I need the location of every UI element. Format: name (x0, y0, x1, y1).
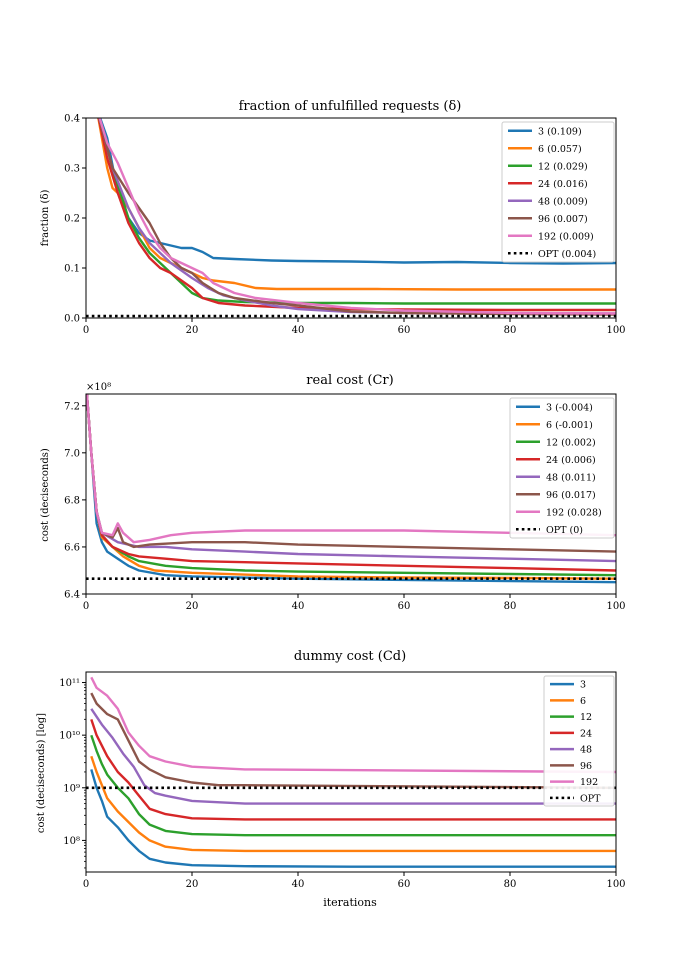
legend-label: 192 (0.009) (538, 231, 594, 242)
legend-label: 192 (0.028) (546, 507, 602, 518)
series-line (90, 734, 616, 837)
legend-label: 48 (580, 745, 592, 756)
legend: 3 (0.109) 6 (0.057) 12 (0.029) 24 (0.016) 48… (501, 121, 615, 263)
series-line (86, 394, 616, 544)
y-tick-label: 0.0 (64, 314, 80, 325)
x-tick-label: 20 (186, 325, 199, 336)
plot-area: 0 20 40 60 80 100 10⁸ 10⁹ 10¹⁰ 10¹¹ (59, 671, 626, 890)
y-axis-label: cost (deciseconds) [log] (36, 713, 47, 833)
y-tick-label: 7.0 (64, 448, 80, 459)
x-tick-label: 100 (606, 601, 625, 612)
legend-box (501, 121, 615, 263)
legend-label: 24 (0.016) (538, 179, 588, 190)
x-tick-label: 60 (398, 601, 411, 612)
series-line (90, 676, 616, 774)
y-tick-label: 10⁹ (63, 783, 80, 794)
legend-label: 96 (0.017) (546, 490, 596, 501)
series-line (98, 118, 616, 316)
legend: 3 (-0.004) 6 (-0.001) 12 (0.002) 24 (0.006)… (509, 397, 615, 539)
legend-label: 6 (580, 696, 586, 707)
legend-label: 12 (0.002) (546, 437, 596, 448)
series-line (90, 692, 616, 789)
x-tick-label: 100 (606, 879, 625, 890)
chart-panel-fraction: fraction of unfulfilled requests (δ) fra… (40, 99, 626, 336)
legend-label: 24 (0.006) (546, 455, 596, 466)
series-line (90, 708, 616, 805)
y-axis-label: fraction (δ) (40, 190, 51, 247)
x-tick-label: 20 (186, 601, 199, 612)
legend-label: 6 (-0.001) (546, 420, 593, 431)
y-axis-label: cost (deciseconds) (40, 448, 51, 542)
y-tick-label: 0.3 (64, 164, 80, 175)
x-tick-label: 80 (504, 879, 517, 890)
chart-title: dummy cost (Cd) (294, 649, 406, 664)
x-tick-label: 80 (504, 601, 517, 612)
x-tick-label: 40 (292, 601, 305, 612)
plot-area: 0 20 40 60 80 100 6.4 6.6 6.8 7.0 7.2 (64, 393, 626, 612)
legend-label: OPT (580, 793, 601, 804)
x-tick-label: 60 (398, 325, 411, 336)
x-tick-label: 0 (83, 325, 89, 336)
y-tick-label: 10⁸ (63, 836, 80, 847)
x-tick-label: 0 (83, 879, 89, 890)
x-tick-label: 60 (398, 879, 411, 890)
y-tick-label: 0.2 (64, 214, 80, 225)
legend-box (543, 675, 615, 807)
series-line (90, 769, 616, 868)
x-tick-label: 100 (606, 325, 625, 336)
legend-label: 96 (0.007) (538, 214, 588, 225)
legend-label: 3 (-0.004) (546, 402, 593, 413)
legend-label: 48 (0.011) (546, 472, 596, 483)
x-tick-label: 40 (292, 325, 305, 336)
legend-label: 3 (580, 680, 586, 691)
series-line (86, 394, 616, 584)
y-tick-label: 10¹⁰ (59, 731, 80, 742)
legend: 3 6 12 24 48 96 192 OPT (543, 675, 615, 807)
legend-label: OPT (0.004) (538, 249, 596, 260)
legend-label: OPT (0) (546, 525, 583, 536)
chart-panel-dummy-cost: dummy cost (Cd) cost (deciseconds) [log]… (36, 649, 626, 909)
legend-label: 3 (0.109) (538, 126, 582, 137)
series-line (90, 755, 616, 853)
chart-title: real cost (Cr) (306, 373, 393, 388)
axes-frame (85, 393, 617, 595)
axis-multiplier: ×10⁸ (86, 382, 111, 393)
legend-label: 48 (0.009) (538, 196, 588, 207)
chart-panel-real-cost: real cost (Cr) ×10⁸ cost (deciseconds) 0… (40, 373, 626, 612)
legend-label: 6 (0.057) (538, 144, 582, 155)
legend-box (509, 397, 615, 539)
legend-label: 96 (580, 761, 592, 772)
chart-title: fraction of unfulfilled requests (δ) (239, 99, 462, 114)
x-tick-label: 40 (292, 879, 305, 890)
x-tick-label: 20 (186, 879, 199, 890)
y-tick-label: 6.6 (64, 542, 80, 553)
y-tick-label: 7.2 (64, 401, 80, 412)
x-tick-label: 0 (83, 601, 89, 612)
legend-label: 24 (580, 728, 592, 739)
series-line (98, 118, 616, 305)
legend-label: 12 (0.029) (538, 161, 588, 172)
legend-label: 192 (580, 777, 598, 788)
x-axis-label: iterations (323, 896, 377, 909)
y-tick-label: 6.4 (64, 590, 80, 601)
y-tick-label: 6.8 (64, 495, 80, 506)
series-line (98, 118, 616, 315)
plot-area: 0 20 40 60 80 100 0.0 0.1 0.2 0.3 0.4 (64, 114, 625, 337)
x-tick-label: 80 (504, 325, 517, 336)
legend-label: 12 (580, 712, 592, 723)
y-tick-label: 0.4 (64, 114, 80, 125)
y-tick-label: 0.1 (64, 264, 80, 275)
y-tick-label: 10¹¹ (59, 678, 80, 689)
